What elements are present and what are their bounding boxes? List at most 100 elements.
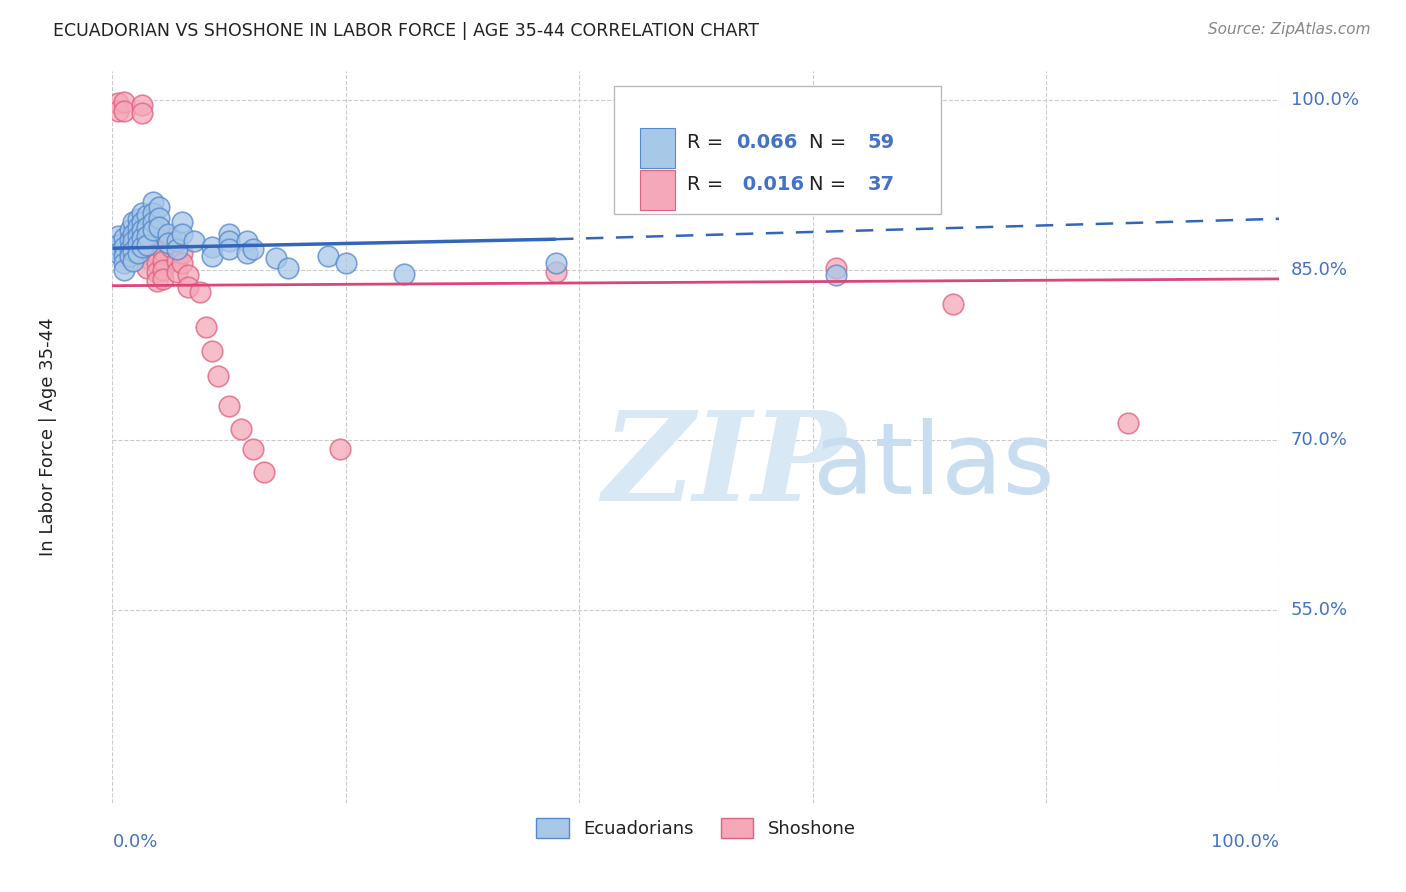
Point <box>131 106 153 120</box>
FancyBboxPatch shape <box>640 169 675 210</box>
Point <box>118 243 141 257</box>
Point <box>152 235 174 249</box>
Text: R =: R = <box>686 175 730 194</box>
Point <box>112 249 135 263</box>
Point <box>183 235 205 249</box>
Text: 0.066: 0.066 <box>735 133 797 152</box>
Point <box>122 253 145 268</box>
Point <box>131 223 153 237</box>
Point <box>166 253 188 268</box>
Point <box>235 245 257 260</box>
FancyBboxPatch shape <box>614 86 941 214</box>
Text: In Labor Force | Age 35-44: In Labor Force | Age 35-44 <box>39 318 58 557</box>
Point <box>112 256 135 270</box>
Point <box>107 96 129 111</box>
Point <box>107 103 129 118</box>
Text: ZIP: ZIP <box>603 406 846 527</box>
Text: ECUADORIAN VS SHOSHONE IN LABOR FORCE | AGE 35-44 CORRELATION CHART: ECUADORIAN VS SHOSHONE IN LABOR FORCE | … <box>53 22 759 40</box>
Point <box>172 215 194 229</box>
Point <box>146 247 169 261</box>
Point <box>318 249 340 263</box>
Point <box>157 235 180 250</box>
Point <box>194 319 217 334</box>
Point <box>131 231 153 245</box>
Point <box>160 231 183 245</box>
Legend: Ecuadorians, Shoshone: Ecuadorians, Shoshone <box>529 811 863 845</box>
Point <box>136 240 159 254</box>
Point <box>142 223 165 237</box>
Point <box>148 219 170 234</box>
Point <box>112 262 135 277</box>
Point <box>118 249 141 263</box>
Point <box>825 268 848 283</box>
Point <box>131 215 153 229</box>
Point <box>112 231 135 245</box>
Point <box>264 252 287 266</box>
Point <box>201 344 224 359</box>
Point <box>166 265 188 279</box>
Point <box>127 211 149 226</box>
Point <box>107 228 129 243</box>
Point <box>172 245 194 260</box>
Point <box>136 228 159 243</box>
Point <box>335 256 357 270</box>
Point <box>188 285 211 300</box>
Point <box>148 211 170 225</box>
Point <box>127 236 149 251</box>
Text: 0.0%: 0.0% <box>112 833 157 851</box>
Point <box>229 421 252 435</box>
Point <box>118 223 141 237</box>
Point <box>122 215 145 229</box>
Point <box>166 235 188 249</box>
Point <box>544 265 567 279</box>
Point <box>218 399 240 413</box>
Point <box>131 206 153 220</box>
Point <box>127 219 149 234</box>
Text: 70.0%: 70.0% <box>1291 431 1347 449</box>
Point <box>136 208 159 222</box>
Point <box>160 240 183 254</box>
Point <box>942 297 965 311</box>
Point <box>131 98 153 112</box>
Point <box>218 243 240 257</box>
Point <box>157 227 180 241</box>
Point <box>112 240 135 254</box>
Point <box>544 256 567 270</box>
Point <box>146 238 169 252</box>
Text: 59: 59 <box>868 133 894 152</box>
Point <box>276 260 298 275</box>
Point <box>172 227 194 241</box>
Point <box>1116 416 1139 430</box>
Point <box>122 227 145 241</box>
Text: atlas: atlas <box>813 417 1054 515</box>
Point <box>136 228 159 243</box>
Point <box>152 253 174 268</box>
Point <box>235 235 257 249</box>
Point <box>112 103 135 118</box>
Text: 100.0%: 100.0% <box>1212 833 1279 851</box>
Point <box>136 260 159 275</box>
Point <box>142 215 165 229</box>
Point <box>118 233 141 247</box>
Point <box>127 228 149 243</box>
Point <box>112 95 135 109</box>
Point <box>148 201 170 215</box>
Text: N =: N = <box>810 175 852 194</box>
Point <box>131 240 153 254</box>
Point <box>146 265 169 279</box>
Point <box>172 256 194 270</box>
Point <box>218 235 240 249</box>
Point <box>242 243 264 257</box>
Point <box>394 268 416 282</box>
Text: 37: 37 <box>868 175 894 194</box>
Point <box>218 227 240 241</box>
Point <box>127 245 149 260</box>
Text: 100.0%: 100.0% <box>1291 91 1358 109</box>
Point <box>177 280 200 294</box>
Text: 55.0%: 55.0% <box>1291 601 1348 619</box>
Point <box>253 465 276 479</box>
Point <box>166 243 188 257</box>
Point <box>142 194 165 209</box>
Text: 0.016: 0.016 <box>735 175 804 194</box>
Point <box>122 235 145 249</box>
